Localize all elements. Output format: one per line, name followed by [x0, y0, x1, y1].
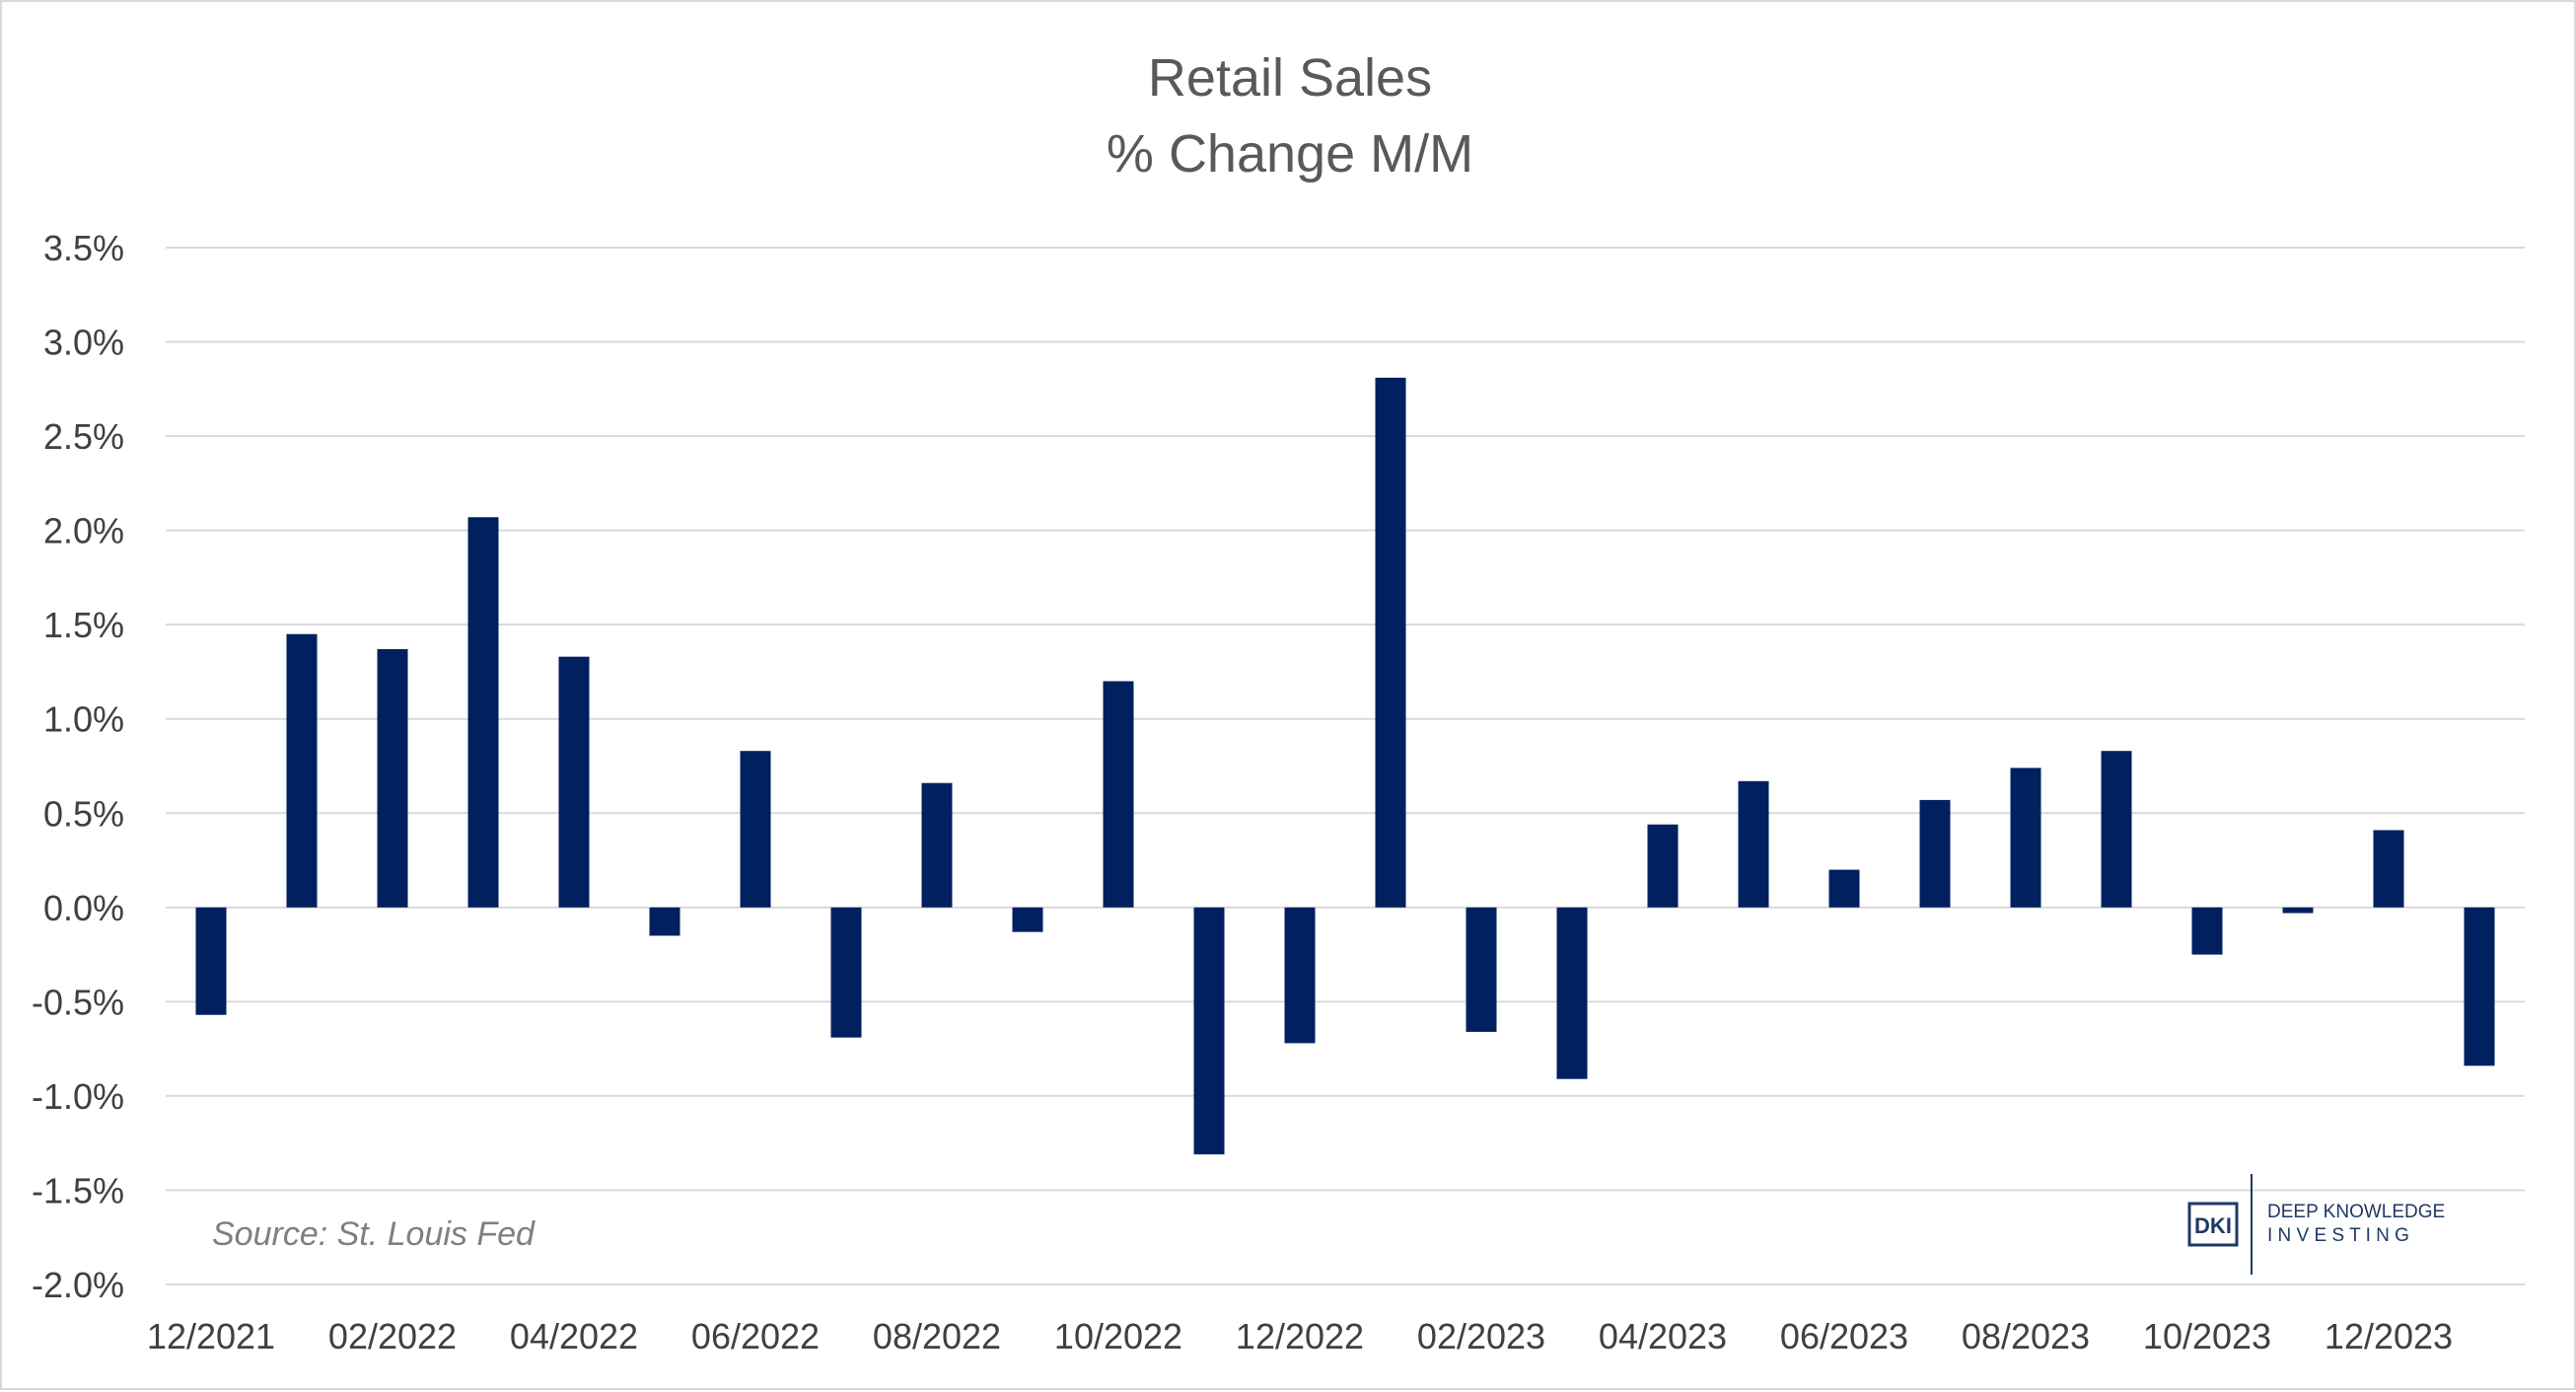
dki-logo-mark-box — [2187, 1202, 2239, 1247]
y-axis-tick-labels: 3.5% 3.0% 2.5% 2.0% 1.5% 1.0% 0.5% 0.0% -0.5% -1.… — [32, 228, 124, 1305]
x-tick-label: 04/2022 — [510, 1316, 638, 1356]
bar — [1284, 907, 1316, 1044]
bar — [2010, 768, 2041, 908]
x-tick-label: 10/2022 — [1054, 1316, 1182, 1356]
dki-logo: DKI DEEP KNOWLEDGE I N V E S T I N G — [2187, 1174, 2445, 1275]
x-tick-label: 12/2023 — [2325, 1316, 2453, 1356]
bar — [2373, 830, 2404, 908]
chart-title: Retail Sales — [1148, 48, 1432, 108]
bar — [1012, 907, 1043, 932]
bar — [1466, 907, 1497, 1032]
dki-logo-mark: DKI — [2194, 1213, 2232, 1238]
dki-logo-line1: DEEP KNOWLEDGE — [2267, 1202, 2445, 1222]
x-tick-label: 08/2023 — [1962, 1316, 2090, 1356]
bar — [1193, 907, 1225, 1155]
bar — [1375, 377, 1406, 908]
bars — [195, 377, 2495, 1155]
x-tick-label: 12/2021 — [147, 1316, 275, 1356]
bar — [740, 751, 771, 908]
bar — [649, 907, 680, 936]
x-tick-label: 06/2022 — [691, 1316, 820, 1356]
y-tick-label: 1.5% — [43, 605, 124, 645]
x-tick-label: 02/2023 — [1417, 1316, 1545, 1356]
y-tick-label: -2.0% — [32, 1265, 124, 1305]
x-tick-label: 02/2022 — [328, 1316, 457, 1356]
dki-logo-line2: I N V E S T I N G — [2267, 1225, 2409, 1246]
y-tick-label: 0.0% — [43, 888, 124, 928]
bar — [558, 656, 590, 908]
bar — [830, 907, 862, 1038]
bar — [195, 907, 227, 1015]
x-tick-label: 04/2023 — [1599, 1316, 1727, 1356]
bar — [467, 517, 499, 908]
y-tick-label: -1.0% — [32, 1076, 124, 1117]
bar — [1647, 824, 1679, 908]
bar — [1738, 780, 1769, 908]
y-tick-label: 2.0% — [43, 511, 124, 551]
x-tick-label: 10/2023 — [2143, 1316, 2271, 1356]
y-tick-label: -1.5% — [32, 1170, 124, 1210]
bar — [286, 633, 318, 908]
bar — [377, 649, 408, 908]
source-annotation: Source: St. Louis Fed — [212, 1215, 536, 1253]
y-tick-label: 3.5% — [43, 228, 124, 268]
y-tick-label: -0.5% — [32, 982, 124, 1022]
bar — [1556, 907, 1588, 1079]
bar — [2191, 907, 2223, 955]
chart-subtitle: % Change M/M — [1107, 124, 1473, 183]
y-tick-label: 3.0% — [43, 323, 124, 363]
y-tick-label: 1.0% — [43, 699, 124, 740]
gridlines — [166, 247, 2525, 1285]
y-tick-label: 2.5% — [43, 416, 124, 457]
bar — [1919, 799, 1951, 908]
x-tick-label: 12/2022 — [1236, 1316, 1364, 1356]
bar — [921, 782, 953, 908]
x-tick-label: 06/2023 — [1780, 1316, 1908, 1356]
x-axis-tick-labels: 12/2021 02/2022 04/2022 06/2022 08/2022 10/20… — [147, 1316, 2453, 1356]
bar — [2464, 907, 2495, 1066]
bar — [2282, 907, 2314, 914]
bar — [1828, 869, 1860, 908]
x-tick-label: 08/2022 — [873, 1316, 1001, 1356]
bar — [2101, 751, 2132, 908]
bar — [1103, 681, 1134, 908]
y-tick-label: 0.5% — [43, 793, 124, 834]
